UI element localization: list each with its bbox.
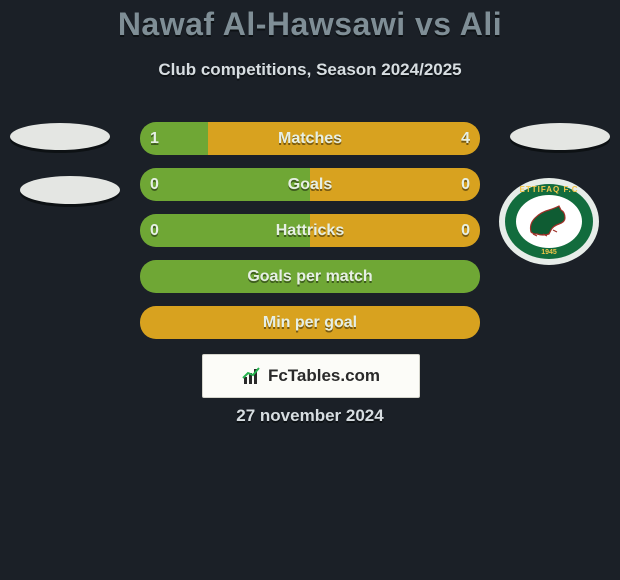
generated-date: 27 november 2024	[0, 406, 620, 426]
stat-label: Matches	[140, 122, 480, 155]
player-left-avatar-bottom	[20, 176, 120, 204]
brand-text: FcTables.com	[268, 366, 380, 386]
horse-icon	[525, 204, 573, 238]
page-subtitle: Club competitions, Season 2024/2025	[0, 60, 620, 80]
badge-text-bottom: 1945	[499, 249, 599, 256]
stat-value-left: 1	[150, 122, 159, 155]
player-right-avatar-top	[510, 123, 610, 150]
player-left-avatar-top	[10, 123, 110, 150]
stat-value-left: 0	[150, 168, 159, 201]
stat-row: Matches1 4	[140, 122, 480, 155]
stat-label: Goals per match	[140, 260, 480, 293]
stat-row: Goals per match	[140, 260, 480, 293]
stat-label: Hattricks	[140, 214, 480, 247]
player-right-club-badge: ETTIFAQ F.C 1945	[499, 178, 599, 265]
stat-row: Goals0 0	[140, 168, 480, 201]
stat-label: Min per goal	[140, 306, 480, 339]
stat-value-right: 0	[461, 214, 470, 247]
stat-row: Min per goal	[140, 306, 480, 339]
stat-value-left: 0	[150, 214, 159, 247]
brand-plate: FcTables.com	[202, 354, 420, 398]
badge-text-top: ETTIFAQ F.C	[499, 185, 599, 194]
stat-value-right: 4	[461, 122, 470, 155]
stat-value-right: 0	[461, 168, 470, 201]
brand-chart-icon	[242, 366, 262, 386]
stat-label: Goals	[140, 168, 480, 201]
stats-rows: Matches14Goals00Hattricks00Goals per mat…	[140, 122, 480, 352]
stat-row: Hattricks0 0	[140, 214, 480, 247]
page-title: Nawaf Al-Hawsawi vs Ali	[0, 6, 620, 43]
